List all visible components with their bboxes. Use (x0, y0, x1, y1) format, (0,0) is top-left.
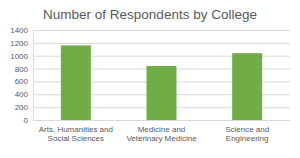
x-tick-label: Science andEngineering (225, 125, 269, 144)
x-axis-line (34, 120, 291, 121)
x-tick-label-line: Social Sciences (48, 134, 104, 143)
chart: 0 200 400 600 800 1000 1200 1400 Arts, Humanitie… (0, 0, 300, 158)
grid-line (33, 43, 290, 44)
y-tick: 1200 (10, 39, 290, 48)
grid-line (33, 120, 290, 121)
x-tick-label-line: Arts, Humanities and (39, 125, 113, 134)
x-tick-label-line: Engineering (226, 134, 269, 143)
bars (61, 45, 262, 120)
x-tick: Science andEngineering (225, 120, 269, 143)
x-tick: Arts, Humanities andSocial Sciences (39, 120, 113, 143)
y-tick-label: 800 (15, 65, 29, 74)
x-tick-label-line: Science and (225, 125, 269, 134)
x-tick-label: Medicine andVeterinary Medicine (126, 125, 197, 144)
title: Number of Respondents by College (43, 7, 257, 22)
y-tick-label: 600 (15, 77, 29, 86)
y-tick-label: 1000 (10, 52, 28, 61)
bar (147, 66, 177, 120)
x-tick-label: Arts, Humanities andSocial Sciences (39, 125, 113, 144)
y-axis: 0 200 400 600 800 1000 1200 1400 (10, 26, 290, 125)
y-tick: 1400 (10, 26, 290, 35)
bar (232, 53, 262, 120)
x-axis: Arts, Humanities andSocial Sciences Medic… (34, 120, 291, 143)
background (0, 0, 300, 158)
grid-line (33, 30, 290, 31)
y-axis-line (34, 31, 291, 121)
bar (61, 45, 91, 120)
x-tick: Medicine andVeterinary Medicine (126, 120, 197, 143)
y-tick-label: 0 (24, 116, 29, 125)
x-tick-label-line: Veterinary Medicine (126, 134, 197, 143)
y-tick-label: 200 (15, 103, 29, 112)
y-tick-label: 1400 (10, 26, 28, 35)
y-tick-label: 400 (15, 90, 29, 99)
x-tick-label-line: Medicine and (138, 125, 186, 134)
y-tick-label: 1200 (10, 39, 28, 48)
